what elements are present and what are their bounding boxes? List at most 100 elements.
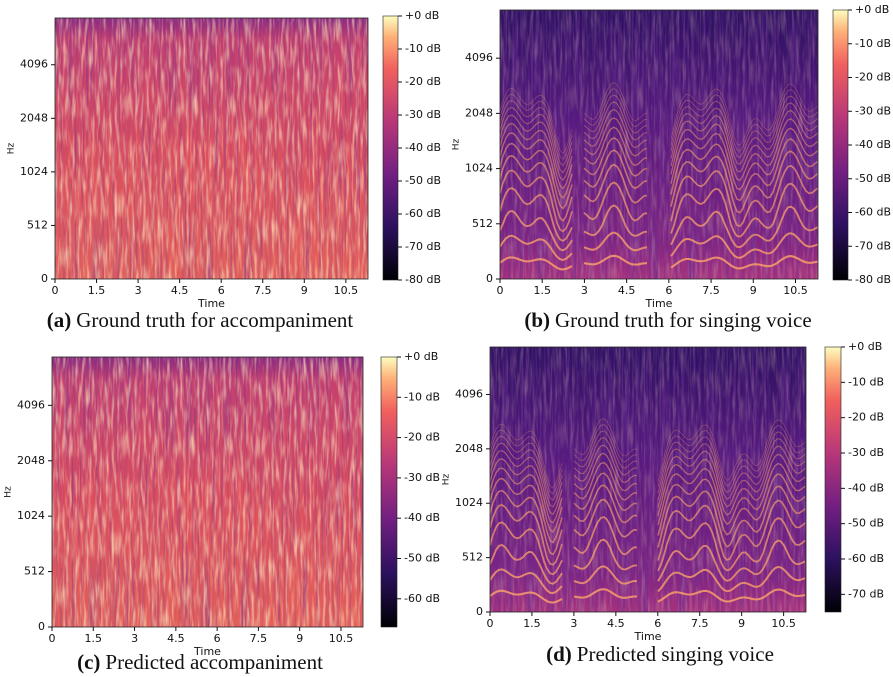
colorbar <box>382 15 399 281</box>
harmonic-texture <box>490 461 806 533</box>
y-tick-label: 4096 <box>465 51 493 64</box>
spectrogram-panel: 0 1.5 3 4.5 6 7.5 9 10.5 Time 0 512 1024 2048 4096 Hz +… <box>4 350 441 674</box>
colorbar-tick-label: -40 dB <box>848 481 884 494</box>
caption: (b) Ground truth for singing voice <box>524 308 811 332</box>
x-tick-label: 1.5 <box>88 284 106 297</box>
image-texture <box>500 10 818 279</box>
colorbar <box>824 346 842 613</box>
harmonic-texture <box>500 108 818 182</box>
x-axis-label: Time <box>193 645 221 658</box>
harmonic-texture <box>490 444 806 516</box>
x-tick-label: 9 <box>738 617 745 630</box>
colorbar-tick-label: -30 dB <box>405 108 441 121</box>
x-tick-label: 7.5 <box>702 284 720 297</box>
spectrogram-image <box>55 18 368 279</box>
harmonic-texture <box>500 117 818 190</box>
colorbar-tick-label: -20 dB <box>848 411 884 424</box>
x-tick-label: 3 <box>135 284 142 297</box>
colorbar-tick-label: -70 dB <box>848 587 884 600</box>
plot-frame <box>489 346 807 613</box>
y-tick-label: 2048 <box>20 111 48 124</box>
y-tick-label: 2048 <box>17 454 45 467</box>
y-tick-label: 512 <box>462 551 483 564</box>
x-tick-label: 3 <box>581 284 588 297</box>
colorbar-tick-label: -50 dB <box>405 174 441 187</box>
spectrogram-panel: 0 1.5 3 4.5 6 7.5 9 10.5 Time 0 512 1024 2048 4096 Hz +… <box>7 9 442 332</box>
x-tick-label: 3 <box>131 632 138 645</box>
y-tick-label: 2048 <box>455 442 483 455</box>
colorbar-tick-label: -30 dB <box>404 471 440 484</box>
colorbar <box>380 356 398 628</box>
y-tick-label: 1024 <box>17 509 45 522</box>
spectrogram-image <box>52 357 363 627</box>
x-tick-label: 4.5 <box>167 632 185 645</box>
colorbar-tick-label: -10 dB <box>405 42 441 55</box>
colorbar-tick-label: -50 dB <box>848 517 884 530</box>
y-tick-label: 1024 <box>20 165 48 178</box>
colorbar-tick-label: -30 dB <box>848 446 884 459</box>
x-tick-label: 9 <box>296 632 303 645</box>
harmonic-texture <box>500 204 818 252</box>
spectrogram-panel: 0 1.5 3 4.5 6 7.5 9 10.5 Time 0 512 1024 2048 4096 Hz +… <box>442 340 885 666</box>
colorbar-tick-label: -50 dB <box>855 172 891 185</box>
colorbar-tick-label: -20 dB <box>855 71 891 84</box>
harmonic-texture <box>500 94 818 167</box>
x-tick-label: 9 <box>301 284 308 297</box>
caption: (c) Predicted accompaniment <box>77 650 323 674</box>
y-tick-label: 512 <box>27 218 48 231</box>
caption: (a) Ground truth for accompaniment <box>47 308 354 332</box>
harmonic-texture <box>490 437 806 508</box>
x-tick-label: 0 <box>487 617 494 630</box>
harmonic-texture <box>490 452 806 524</box>
caption-label: (d) <box>546 642 572 666</box>
y-tick-label: 0 <box>476 605 483 618</box>
colorbar-tick-label: -60 dB <box>405 207 441 220</box>
image-texture <box>490 347 806 612</box>
colorbar-tick-label: -50 dB <box>404 551 440 564</box>
x-axis-label: Time <box>634 630 662 643</box>
colorbar-tick-label: -60 dB <box>855 206 891 219</box>
harmonic-texture <box>490 565 806 595</box>
x-tick-label: 10.5 <box>334 284 359 297</box>
harmonic-texture <box>490 588 806 604</box>
y-tick-label: 2048 <box>465 106 493 119</box>
x-tick-label: 9 <box>750 284 757 297</box>
caption: (d) Predicted singing voice <box>546 642 774 666</box>
harmonic-texture <box>500 163 818 233</box>
plot-frame <box>54 17 369 280</box>
image-texture <box>52 357 363 627</box>
x-tick-label: 10.5 <box>783 284 808 297</box>
x-tick-label: 6 <box>214 632 221 645</box>
harmonic-texture <box>500 137 818 210</box>
harmonic-texture <box>490 484 806 556</box>
colorbar-tick-label: -40 dB <box>855 138 891 151</box>
caption-text: Predicted singing voice <box>577 642 774 666</box>
colorbar-tick-label: +0 dB <box>404 350 438 363</box>
y-axis-label: Hz <box>442 473 452 485</box>
y-tick-label: 0 <box>486 272 493 285</box>
x-tick-label: 4.5 <box>618 284 636 297</box>
colorbar-tick-label: +0 dB <box>855 3 889 16</box>
x-tick-label: 7.5 <box>254 284 272 297</box>
x-axis-label: Time <box>197 297 225 310</box>
colorbar-tick-label: -20 dB <box>404 431 440 444</box>
x-tick-label: 1.5 <box>85 632 103 645</box>
harmonic-texture <box>500 181 818 242</box>
harmonic-texture <box>490 498 806 566</box>
colorbar <box>832 9 849 281</box>
colorbar-tick-label: -40 dB <box>405 141 441 154</box>
y-tick-label: 0 <box>41 272 48 285</box>
y-tick-label: 4096 <box>455 387 483 400</box>
colorbar-tick-label: -60 dB <box>848 552 884 565</box>
y-tick-label: 1024 <box>455 496 483 509</box>
y-tick-label: 0 <box>38 620 45 633</box>
colorbar-tick-label: -70 dB <box>855 239 891 252</box>
colorbar-tick-label: -70 dB <box>405 240 441 253</box>
spectrogram-image <box>490 347 806 612</box>
x-tick-label: 0 <box>49 632 56 645</box>
x-tick-label: 6 <box>665 284 672 297</box>
x-tick-label: 4.5 <box>171 284 189 297</box>
colorbar-tick-label: +0 dB <box>848 340 882 353</box>
caption-text: Ground truth for accompaniment <box>76 308 353 332</box>
